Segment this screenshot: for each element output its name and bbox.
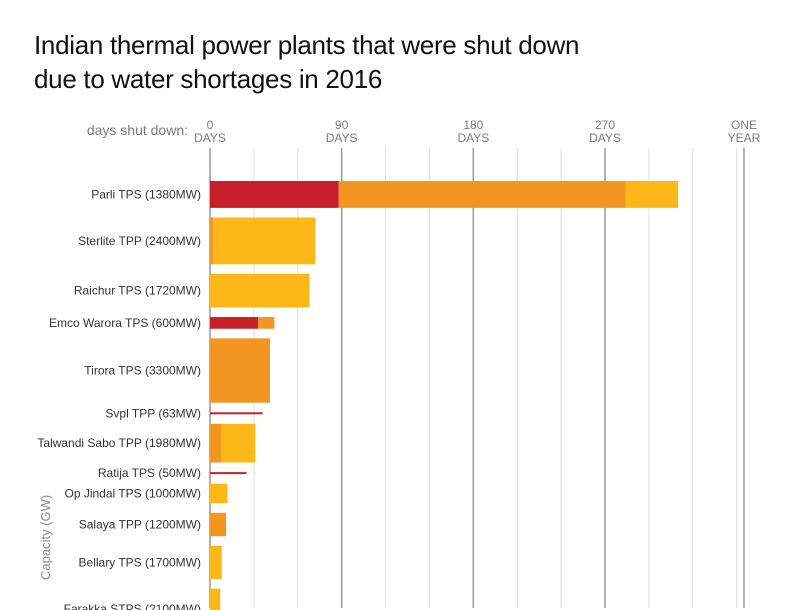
bar-segment <box>210 317 259 329</box>
category-label: Op Jindal TPS (1000MW) <box>65 486 202 500</box>
x-tick-label: 270 <box>595 118 615 132</box>
bars <box>210 181 679 610</box>
category-labels: Parli TPS (1380MW) Sterlite TPP (2400MW) R… <box>37 187 201 610</box>
category-label: Tirora TPS (3300MW) <box>84 364 201 378</box>
category-label: Parli TPS (1380MW) <box>91 187 201 201</box>
x-tick-unit-label: DAYS <box>589 131 621 145</box>
x-tick-label: 180 <box>463 118 483 132</box>
x-tick-unit-label: DAYS <box>194 131 226 145</box>
x-tick-unit-label: DAYS <box>326 131 358 145</box>
bar-segment <box>210 217 213 265</box>
bar-segment <box>210 588 221 610</box>
x-tick-unit-label: DAYS <box>457 131 489 145</box>
category-label: Ratija TPS (50MW) <box>98 466 201 480</box>
chart-title: Indian thermal power plants that were sh… <box>34 28 654 96</box>
chart-title-line-2: due to water shortages in 2016 <box>34 64 383 94</box>
bar-segment <box>210 512 227 537</box>
chart-title-line-1: Indian thermal power plants that were sh… <box>34 30 580 60</box>
x-tick-label: 90 <box>335 118 349 132</box>
bar-segment <box>258 317 275 329</box>
category-label: Bellary TPS (1700MW) <box>79 555 201 569</box>
bar-segment <box>221 423 256 463</box>
x-tick-label: ONE <box>731 118 757 132</box>
category-label: Salaya TPP (1200MW) <box>79 518 201 532</box>
bar-segment <box>625 181 679 208</box>
bar-segment <box>338 181 626 208</box>
x-tick-unit-label: YEAR <box>728 131 761 145</box>
bar-segment <box>210 545 222 579</box>
category-label: Farakka STPS (2100MW) <box>64 602 201 610</box>
category-label: Raichur TPS (1720MW) <box>74 284 201 298</box>
bar-segment <box>210 423 222 463</box>
category-label: Emco Warora TPS (600MW) <box>49 316 201 330</box>
category-label: Sterlite TPP (2400MW) <box>78 234 201 248</box>
bar-segment <box>210 412 263 415</box>
category-label: Svpl TPP (63MW) <box>105 406 201 420</box>
bar-segment <box>210 338 270 403</box>
bar-segment <box>210 273 310 308</box>
x-axis-title: days shut down: <box>87 122 188 138</box>
y-axis-title: Capacity (GW) <box>38 495 53 580</box>
grid-lines <box>209 148 745 608</box>
bar-segment <box>210 181 339 208</box>
category-label: Talwandi Sabo TPP (1980MW) <box>37 436 201 450</box>
bar-segment <box>210 483 228 504</box>
bar-segment <box>210 472 247 475</box>
bar-segment <box>212 217 316 265</box>
x-tick-label: 0 <box>207 118 214 132</box>
